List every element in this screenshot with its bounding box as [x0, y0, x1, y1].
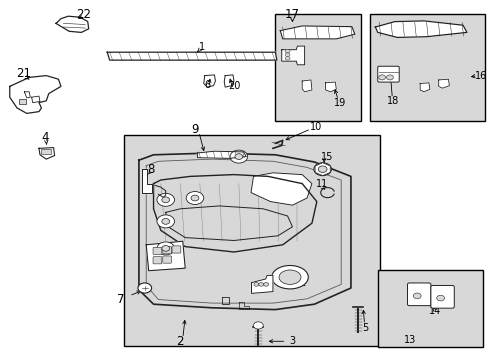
Text: 13: 13	[404, 335, 416, 345]
FancyBboxPatch shape	[377, 66, 398, 82]
Circle shape	[138, 283, 151, 293]
Polygon shape	[314, 163, 329, 176]
Polygon shape	[375, 21, 466, 37]
Circle shape	[285, 53, 289, 57]
Polygon shape	[302, 80, 311, 92]
Circle shape	[229, 150, 247, 163]
Text: 5: 5	[362, 323, 368, 333]
Polygon shape	[250, 173, 311, 205]
Text: 3: 3	[289, 336, 295, 346]
Circle shape	[162, 197, 169, 203]
Text: 6: 6	[203, 80, 210, 90]
Text: 16: 16	[474, 71, 487, 81]
Polygon shape	[251, 275, 272, 293]
FancyBboxPatch shape	[407, 283, 430, 306]
Polygon shape	[224, 75, 233, 87]
Text: 12: 12	[294, 278, 307, 288]
Circle shape	[162, 246, 169, 251]
Text: 14: 14	[428, 306, 440, 316]
Text: 1: 1	[199, 42, 205, 52]
Text: 4: 4	[41, 131, 49, 144]
Circle shape	[253, 322, 263, 329]
Text: 21: 21	[16, 67, 31, 80]
Ellipse shape	[271, 266, 307, 289]
Text: 20: 20	[227, 81, 240, 91]
Bar	[275, 14, 360, 121]
Circle shape	[253, 283, 258, 286]
Circle shape	[436, 295, 444, 301]
Ellipse shape	[279, 270, 301, 284]
Polygon shape	[56, 16, 88, 32]
Polygon shape	[325, 82, 336, 92]
Text: 9: 9	[191, 123, 198, 136]
Polygon shape	[203, 75, 215, 87]
Circle shape	[412, 293, 420, 299]
Circle shape	[258, 283, 263, 286]
Text: 2: 2	[176, 335, 183, 348]
Polygon shape	[146, 241, 185, 271]
Text: 18: 18	[386, 96, 399, 106]
Circle shape	[318, 166, 326, 172]
Polygon shape	[107, 52, 276, 60]
Bar	[19, 99, 26, 104]
Circle shape	[386, 75, 392, 80]
Text: 8: 8	[147, 163, 155, 176]
Circle shape	[234, 154, 242, 159]
Text: 7: 7	[117, 293, 124, 306]
Bar	[124, 135, 379, 346]
Circle shape	[285, 57, 289, 60]
Circle shape	[157, 193, 174, 206]
Circle shape	[157, 242, 174, 255]
Circle shape	[378, 75, 385, 80]
Bar	[377, 270, 482, 347]
Polygon shape	[142, 169, 152, 193]
FancyBboxPatch shape	[163, 247, 171, 254]
Circle shape	[313, 163, 331, 176]
Polygon shape	[39, 148, 55, 159]
Text: 10: 10	[309, 122, 321, 132]
Polygon shape	[10, 76, 61, 113]
FancyBboxPatch shape	[430, 285, 453, 308]
Circle shape	[263, 283, 268, 286]
FancyBboxPatch shape	[163, 256, 171, 263]
Text: 22: 22	[76, 8, 91, 21]
Polygon shape	[280, 26, 354, 39]
Text: 15: 15	[321, 152, 333, 162]
Text: 11: 11	[315, 179, 327, 189]
Polygon shape	[197, 151, 245, 158]
Polygon shape	[281, 46, 304, 65]
Bar	[41, 149, 51, 154]
FancyBboxPatch shape	[172, 246, 181, 253]
Polygon shape	[419, 83, 429, 92]
Circle shape	[191, 195, 199, 201]
Bar	[370, 14, 484, 121]
FancyBboxPatch shape	[153, 257, 162, 264]
FancyBboxPatch shape	[153, 247, 162, 255]
Polygon shape	[438, 79, 448, 88]
Text: 19: 19	[333, 98, 345, 108]
Circle shape	[162, 219, 169, 224]
Circle shape	[186, 192, 203, 204]
Circle shape	[157, 215, 174, 228]
Text: 17: 17	[285, 8, 299, 21]
Circle shape	[285, 49, 289, 53]
